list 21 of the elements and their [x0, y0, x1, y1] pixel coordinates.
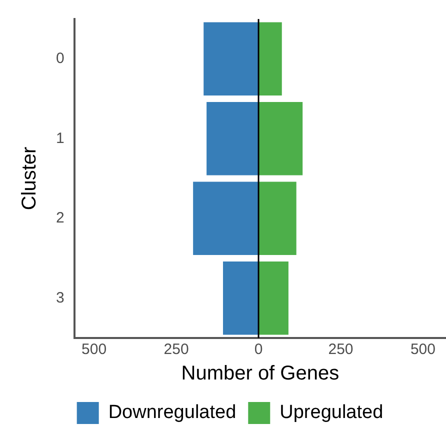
- bar: [258, 102, 303, 176]
- bar: [193, 182, 259, 256]
- x-tick-label: 250: [164, 341, 189, 358]
- y-axis-title: Cluster: [18, 146, 41, 210]
- x-tick-label: 500: [410, 341, 436, 358]
- legend-label: Downregulated: [108, 402, 236, 424]
- x-tick-label: 250: [328, 341, 354, 358]
- y-tick-label: 2: [56, 210, 64, 227]
- bar: [206, 102, 259, 176]
- y-tick-label: 3: [56, 289, 64, 306]
- y-tick-label: 0: [56, 50, 64, 68]
- bar: [223, 261, 259, 335]
- x-tick-label: 500: [82, 341, 107, 358]
- bar: [258, 182, 296, 256]
- bar: [204, 22, 259, 96]
- x-axis-title: Number of Genes: [181, 362, 340, 385]
- legend-label: Upregulated: [280, 402, 384, 424]
- x-tick-label: 0: [254, 341, 263, 358]
- bar: [258, 261, 288, 335]
- bar: [258, 22, 282, 96]
- y-tick-label: 1: [56, 130, 64, 147]
